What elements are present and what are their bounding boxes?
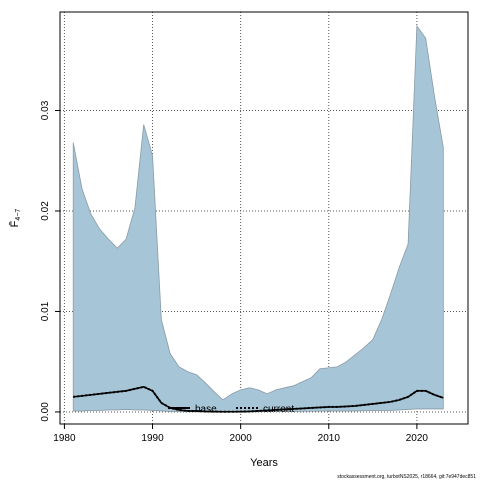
x-axis: 1980 1990 2000 2010 2020 (53, 424, 428, 444)
legend-label-base: base (195, 404, 217, 415)
series-lines (73, 385, 444, 413)
y-tick-label: 0.00 (40, 402, 51, 422)
footer-credit: stockassessment.org, turbotNS2025, r1866… (337, 474, 476, 480)
legend: base current (168, 404, 294, 415)
x-tick-label: 1990 (141, 433, 164, 444)
confidence-band (72, 24, 444, 413)
series-line-base (73, 385, 444, 413)
y-tick-label: 0.03 (40, 100, 51, 120)
y-axis: 0.00 0.01 0.02 0.03 (40, 100, 60, 422)
x-tick-label: 1980 (53, 433, 76, 444)
x-tick-label: 2000 (230, 433, 253, 444)
y-axis-title-subscript: 4−7 (15, 209, 22, 221)
confidence-band-area (72, 24, 444, 413)
y-tick-label: 0.02 (40, 201, 51, 221)
plot-frame (59, 11, 469, 425)
y-tick-label: 0.01 (40, 301, 51, 321)
x-tick-label: 2020 (406, 433, 429, 444)
y-axis-title-main: F̄ (8, 220, 21, 227)
legend-label-current: current (263, 404, 294, 415)
x-axis-title: Years (250, 457, 278, 469)
y-axis-title: F̄4−7 (8, 209, 22, 228)
x-tick-label: 2010 (318, 433, 341, 444)
